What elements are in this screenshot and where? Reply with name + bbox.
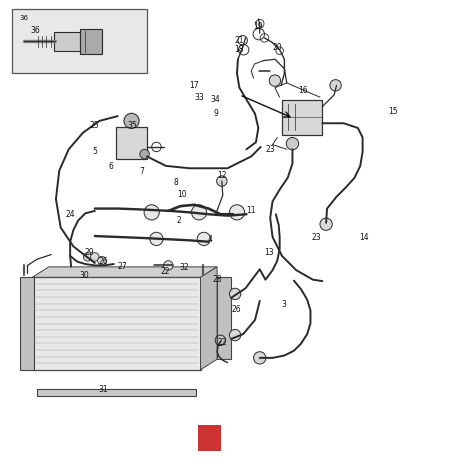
Text: 20: 20 (273, 43, 282, 52)
Text: 22: 22 (160, 267, 170, 275)
Bar (37, 389, 196, 396)
Text: 15: 15 (389, 107, 398, 116)
Text: 22: 22 (217, 338, 227, 346)
Text: 6: 6 (109, 163, 114, 171)
Text: 30: 30 (80, 272, 89, 280)
Text: 5: 5 (92, 147, 97, 156)
Bar (217, 277, 231, 359)
Text: 18: 18 (235, 46, 244, 54)
Text: 17: 17 (190, 81, 199, 90)
Text: 25: 25 (90, 121, 100, 130)
Text: 31: 31 (99, 385, 108, 394)
Text: 23: 23 (265, 145, 275, 154)
Circle shape (286, 137, 299, 150)
Bar (198, 425, 221, 451)
Circle shape (164, 261, 173, 270)
Text: 12: 12 (217, 171, 227, 180)
Circle shape (269, 75, 281, 86)
Text: 21: 21 (235, 36, 244, 45)
Polygon shape (32, 267, 217, 277)
Text: 27: 27 (118, 262, 127, 271)
Circle shape (229, 205, 245, 220)
Text: 2: 2 (177, 216, 182, 225)
Text: 13: 13 (264, 248, 274, 256)
Text: 9: 9 (213, 109, 218, 118)
Bar (282, 100, 322, 135)
Text: 26: 26 (231, 305, 241, 313)
Text: 36: 36 (19, 15, 28, 21)
Circle shape (83, 253, 92, 261)
Circle shape (229, 329, 241, 341)
Bar (12, 9, 147, 73)
Text: 3: 3 (281, 300, 286, 309)
Text: 14: 14 (359, 234, 369, 242)
Text: 24: 24 (65, 210, 75, 219)
Bar (80, 29, 102, 54)
Text: 11: 11 (246, 207, 256, 215)
Text: 26: 26 (99, 257, 108, 266)
Circle shape (320, 218, 332, 230)
Text: 23: 23 (312, 234, 321, 242)
Circle shape (124, 113, 139, 128)
Circle shape (197, 232, 210, 246)
Polygon shape (201, 267, 217, 370)
Text: 10: 10 (178, 190, 187, 199)
Text: 19: 19 (254, 22, 263, 30)
Circle shape (217, 176, 227, 186)
Bar (116, 127, 147, 159)
Circle shape (254, 352, 266, 364)
Text: 34: 34 (211, 95, 220, 104)
Text: 29: 29 (84, 248, 94, 256)
Bar (54, 32, 80, 51)
Text: 8: 8 (173, 178, 178, 187)
Text: 28: 28 (212, 275, 222, 284)
Circle shape (191, 205, 207, 220)
Circle shape (140, 149, 149, 159)
Text: 4: 4 (208, 235, 212, 244)
Circle shape (330, 80, 341, 91)
Text: 35: 35 (128, 121, 137, 130)
Circle shape (144, 205, 159, 220)
Text: 32: 32 (179, 264, 189, 272)
Circle shape (98, 256, 106, 265)
Circle shape (229, 288, 241, 300)
Text: 36: 36 (31, 27, 40, 35)
Bar (32, 277, 201, 370)
Bar (20, 277, 34, 370)
Circle shape (91, 253, 99, 261)
Text: 33: 33 (194, 93, 204, 101)
Text: 16: 16 (299, 86, 308, 94)
Circle shape (150, 232, 163, 246)
Text: 7: 7 (140, 167, 145, 176)
